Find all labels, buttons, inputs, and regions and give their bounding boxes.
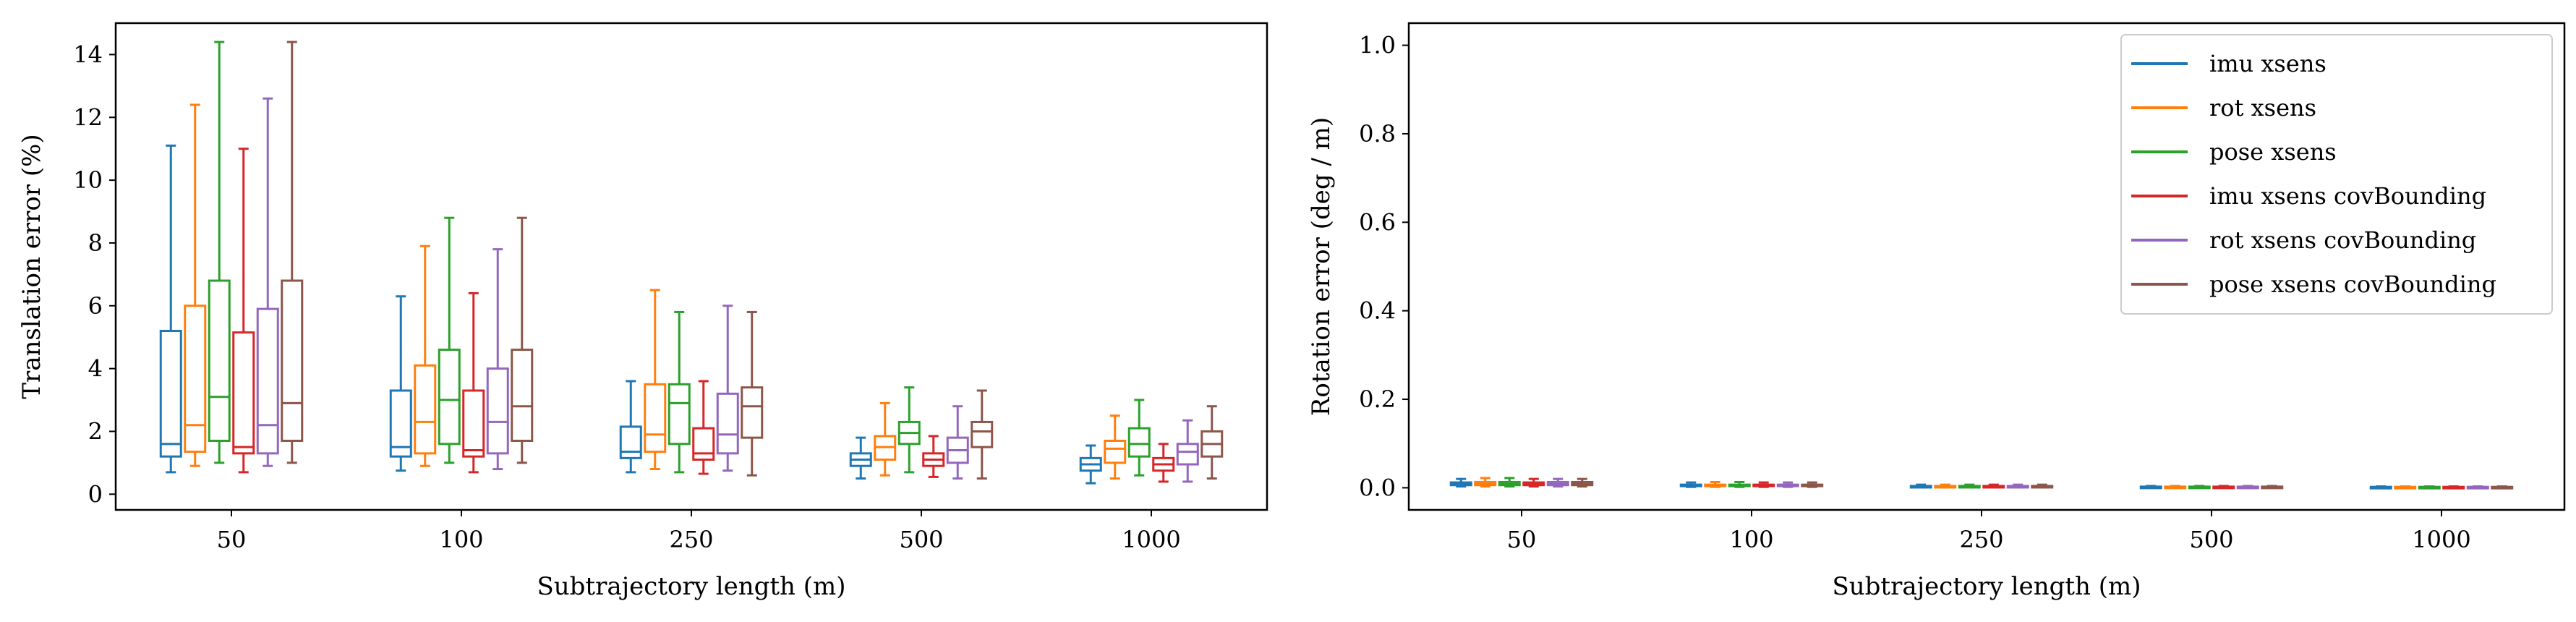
y-tick-label: 14 <box>73 41 103 68</box>
box-iqr <box>668 383 691 446</box>
box-iqr <box>281 279 304 442</box>
y-axis-label: Rotation error (deg / m) <box>1307 117 1336 416</box>
x-tick-label: 1000 <box>2412 526 2470 553</box>
box-iqr <box>971 420 994 448</box>
box-iqr <box>438 349 461 446</box>
legend-label: pose xsens covBounding <box>2209 270 2496 298</box>
plot-frame <box>1407 22 2566 511</box>
box-iqr <box>159 330 182 458</box>
y-axis-label: Translation error (%) <box>17 134 46 399</box>
x-tick-label: 1000 <box>1122 526 1180 553</box>
box-iqr <box>1104 439 1127 464</box>
box-iqr <box>256 307 279 455</box>
box-iqr <box>232 331 255 455</box>
translation-error-chart: 0 2 4 6 8 10 12 14 50 100 250 500 1000 Subtrajectory … <box>17 22 1268 601</box>
x-tick-label: 250 <box>669 526 713 553</box>
x-tick-label: 500 <box>899 526 943 553</box>
legend-label: pose xsens <box>2209 138 2337 166</box>
y-tick-label: 0.0 <box>1359 474 1396 501</box>
box-iqr <box>184 304 207 453</box>
rotation-error-chart: 0.0 0.2 0.4 0.6 0.8 1.0 50 100 250 500 1000 Subtraj… <box>1307 22 2566 601</box>
legend-box <box>2120 34 2553 315</box>
y-tick-label: 10 <box>73 166 103 194</box>
legend-label: imu xsens <box>2209 50 2326 77</box>
x-tick-label: 500 <box>2189 526 2233 553</box>
x-tick-label: 100 <box>439 526 483 553</box>
box-iqr <box>486 367 509 455</box>
y-tick-label: 4 <box>88 355 103 383</box>
y-tick-label: 6 <box>88 292 103 320</box>
y-tick-label: 2 <box>88 417 103 445</box>
box-iqr <box>619 425 642 459</box>
y-tick-label: 8 <box>88 229 103 257</box>
x-tick-label: 250 <box>1959 526 2003 553</box>
x-tick-label: 50 <box>1507 526 1537 553</box>
box-iqr <box>208 279 231 442</box>
box-iqr <box>414 364 437 455</box>
box-iqr <box>511 349 534 442</box>
box-iqr <box>692 427 715 461</box>
y-tick-label: 0.6 <box>1359 208 1396 236</box>
plot-frame <box>114 22 1268 511</box>
box-iqr <box>741 386 764 439</box>
x-axis-label: Subtrajectory length (m) <box>1832 572 2141 601</box>
y-tick-label: 0 <box>88 480 103 508</box>
legend-label: rot xsens covBounding <box>2209 226 2476 254</box>
y-tick-label: 1.0 <box>1359 32 1396 59</box>
box-iqr <box>389 389 412 458</box>
box-iqr <box>462 389 485 458</box>
y-tick-label: 0.4 <box>1359 297 1396 325</box>
legend-label: imu xsens covBounding <box>2209 182 2486 210</box>
box-iqr <box>1127 427 1151 458</box>
legend-label: rot xsens <box>2209 94 2316 122</box>
box-iqr <box>716 392 739 455</box>
y-tick-label: 12 <box>73 103 103 131</box>
box-iqr <box>1176 443 1199 466</box>
y-tick-label: 0.8 <box>1359 120 1396 148</box>
y-tick-label: 0.2 <box>1359 385 1396 413</box>
x-tick-label: 100 <box>1729 526 1773 553</box>
box-iqr <box>644 383 667 453</box>
x-axis-label: Subtrajectory length (m) <box>537 572 845 601</box>
x-tick-label: 50 <box>217 526 247 553</box>
